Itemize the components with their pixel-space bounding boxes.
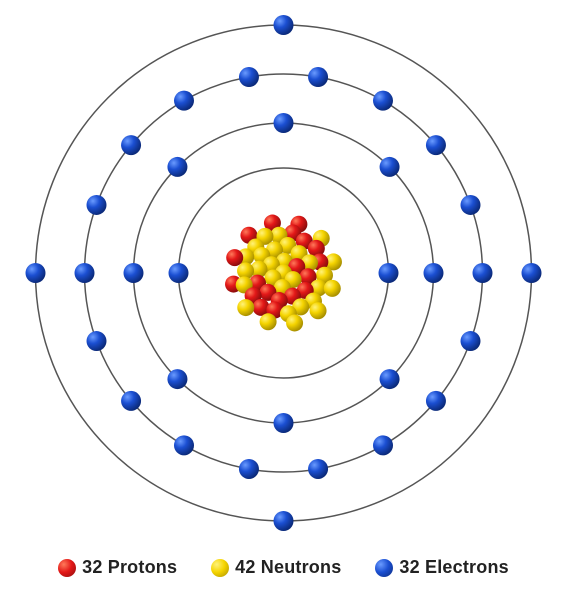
electron [308, 67, 328, 87]
nucleus [225, 215, 342, 332]
legend: 32 Protons 42 Neutrons 32 Electrons [0, 557, 567, 578]
legend-item-protons: 32 Protons [58, 557, 177, 578]
neutron [310, 302, 327, 319]
atom-svg [0, 5, 567, 535]
electron [167, 157, 187, 177]
proton [226, 249, 243, 266]
neutron [324, 280, 341, 297]
electron [239, 459, 259, 479]
electron [380, 157, 400, 177]
electron [473, 263, 493, 283]
neutron [286, 314, 303, 331]
neutron-icon [211, 559, 229, 577]
legend-electrons-label: 32 Electrons [399, 557, 508, 578]
neutron [237, 299, 254, 316]
electron [308, 459, 328, 479]
electron-icon [375, 559, 393, 577]
electron [75, 263, 95, 283]
electron [274, 413, 294, 433]
legend-item-neutrons: 42 Neutrons [211, 557, 341, 578]
electron [460, 331, 480, 351]
electron [121, 391, 141, 411]
electron [460, 195, 480, 215]
neutron [260, 313, 277, 330]
legend-protons-label: 32 Protons [82, 557, 177, 578]
legend-neutrons-label: 42 Neutrons [235, 557, 341, 578]
atom-diagram [0, 5, 567, 535]
electron [167, 369, 187, 389]
electron [274, 15, 294, 35]
electron [379, 263, 399, 283]
electron [169, 263, 189, 283]
electron [87, 195, 107, 215]
proton-icon [58, 559, 76, 577]
electron [373, 435, 393, 455]
electron [239, 67, 259, 87]
electron [87, 331, 107, 351]
electron [426, 391, 446, 411]
electron [124, 263, 144, 283]
electron [174, 435, 194, 455]
electron [274, 511, 294, 531]
electron [26, 263, 46, 283]
electron [174, 91, 194, 111]
electron [426, 135, 446, 155]
electron [522, 263, 542, 283]
electron [424, 263, 444, 283]
legend-item-electrons: 32 Electrons [375, 557, 508, 578]
electron [121, 135, 141, 155]
electron [274, 113, 294, 133]
electron [380, 369, 400, 389]
electron [373, 91, 393, 111]
